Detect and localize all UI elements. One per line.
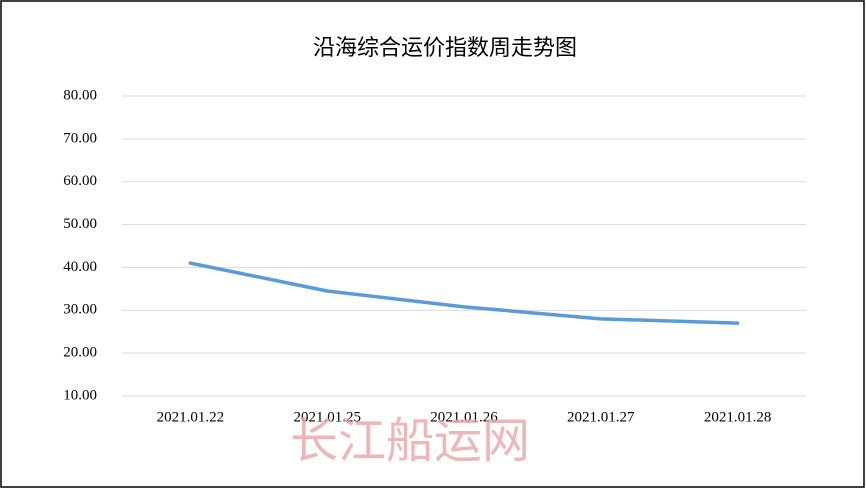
y-tick-label: 60.00 [63, 173, 97, 189]
x-tick-label: 2021.01.22 [157, 409, 225, 425]
x-tick-label: 2021.01.27 [567, 409, 635, 425]
data-line [188, 261, 740, 325]
x-tick-label: 2021.01.28 [704, 409, 772, 425]
y-tick-label: 40.00 [63, 259, 97, 275]
y-tick-label: 50.00 [63, 216, 97, 232]
y-tick-label: 70.00 [63, 130, 97, 146]
chart-title: 沿海综合运价指数周走势图 [313, 35, 577, 60]
y-tick-label: 10.00 [63, 387, 97, 403]
y-tick-label: 30.00 [63, 302, 97, 318]
watermark: 长江船运网 [290, 415, 530, 468]
x-tick-label: 2021.01.25 [293, 409, 361, 425]
y-tick-label: 80.00 [63, 87, 97, 103]
y-tick-label: 20.00 [63, 345, 97, 361]
x-tick-label: 2021.01.26 [430, 409, 498, 425]
